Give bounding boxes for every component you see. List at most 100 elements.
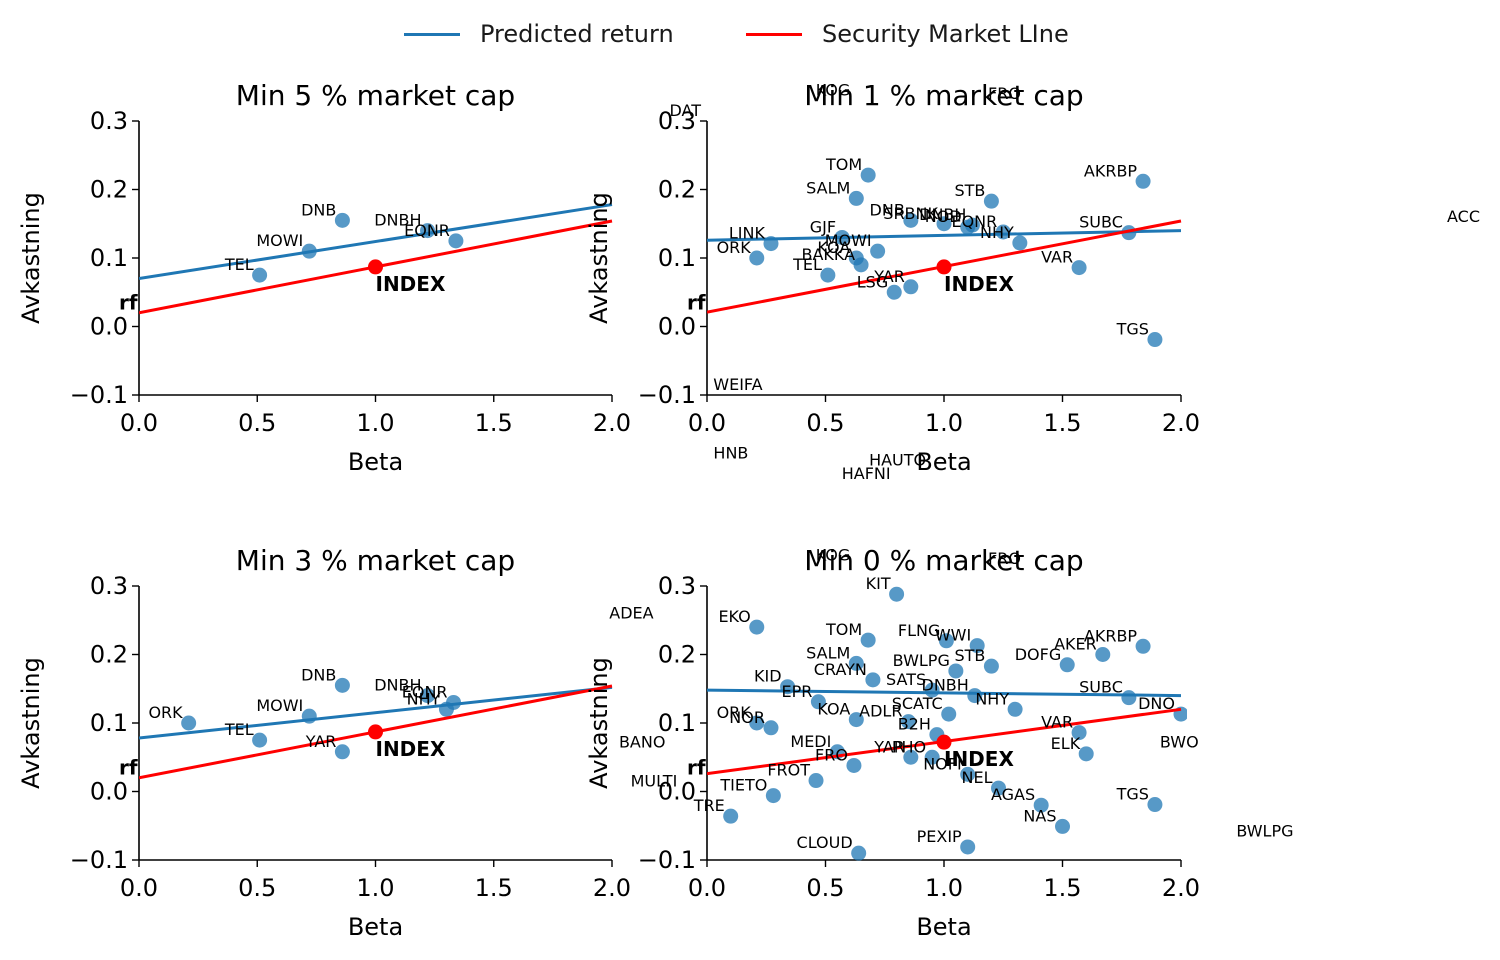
y-tick-label: 0.2 [658, 641, 696, 669]
y-tick-label: −0.1 [638, 381, 696, 409]
data-point [849, 191, 864, 206]
data-point [1008, 702, 1023, 717]
point-label: DNB [301, 200, 336, 219]
point-label: NOR [729, 708, 765, 727]
x-tick-label: 0.5 [806, 874, 844, 902]
data-point [335, 213, 350, 228]
y-tick-label: −0.1 [70, 381, 128, 409]
data-point [749, 620, 764, 635]
data-point [335, 744, 350, 759]
offscale-point-label: BWLPG [1236, 822, 1293, 841]
x-tick-label: 1.0 [925, 409, 963, 437]
point-label: LSG [857, 272, 888, 291]
point-label: KIT [866, 574, 891, 593]
point-label: EQNR [404, 221, 450, 240]
point-label: KOA [817, 700, 850, 719]
x-tick-label: 1.0 [356, 409, 394, 437]
point-label: EPR [782, 682, 813, 701]
rf-label: rf [687, 756, 706, 780]
data-point [1136, 639, 1151, 654]
point-label: CLOUD [797, 833, 853, 852]
y-tick-label: 0.1 [90, 244, 128, 272]
point-label: YAR [873, 737, 905, 756]
chart-title: Min 3 % market cap [236, 544, 515, 577]
data-point [851, 846, 866, 861]
x-tick-label: 1.5 [1043, 409, 1081, 437]
point-label: WWI [935, 626, 971, 645]
offscale-point-label: HNB [713, 444, 748, 463]
x-tick-label: 1.5 [475, 874, 513, 902]
point-label: TRE [693, 796, 725, 815]
data-point [335, 678, 350, 693]
x-tick-label: 0.0 [688, 874, 726, 902]
data-layer [707, 168, 1181, 347]
data-point [960, 839, 975, 854]
y-tick-label: 0.2 [90, 641, 128, 669]
point-label: ORK [717, 238, 752, 257]
data-point [1055, 819, 1070, 834]
point-label: PEXIP [917, 827, 962, 846]
data-point [1121, 690, 1136, 705]
chart-title: Min 5 % market cap [236, 79, 515, 112]
point-label: TOM [825, 155, 862, 174]
point-label: TOM [825, 620, 862, 639]
point-label: DOFG [1015, 645, 1062, 664]
data-point [749, 251, 764, 266]
point-label: YAR [305, 732, 337, 751]
data-point [723, 809, 738, 824]
point-label: TGS [1116, 320, 1149, 339]
point-label: SUBC [1079, 213, 1123, 232]
offscale-point-label: BANO [619, 732, 665, 751]
x-axis-label: Beta [348, 913, 403, 941]
point-label: SALM [806, 178, 850, 197]
y-tick-label: 0.0 [90, 778, 128, 806]
point-label: KID [754, 667, 782, 686]
data-point [1095, 647, 1110, 662]
y-tick-label: 0.0 [658, 313, 696, 341]
offscale-point-label: ACC [1447, 207, 1480, 226]
x-tick-label: 0.5 [806, 409, 844, 437]
rf-label: rf [687, 291, 706, 315]
point-label: NHY [980, 223, 1014, 242]
point-label: NHY [975, 689, 1009, 708]
point-label: ADLR [859, 702, 902, 721]
data-point [448, 233, 463, 248]
data-point [861, 168, 876, 183]
data-point [861, 633, 876, 648]
y-tick-label: −0.1 [70, 846, 128, 874]
point-label: NEL [962, 768, 993, 787]
data-point [252, 268, 267, 283]
point-label: FRO [815, 745, 848, 764]
point-label: AGAS [991, 785, 1035, 804]
y-axis-label: Avkastning [585, 657, 613, 789]
point-label: NHY [407, 689, 441, 708]
x-tick-label: 0.5 [238, 409, 276, 437]
data-point [903, 279, 918, 294]
point-label: TGS [1116, 785, 1149, 804]
point-label: SUBC [1079, 678, 1123, 697]
data-point [1060, 657, 1075, 672]
y-tick-label: 0.3 [90, 572, 128, 600]
panel-min-5-percent: Min 5 % market cap0.0 0.5 1.0 1.5 2.0−0.10.0… [17, 79, 631, 476]
data-point [1136, 174, 1151, 189]
point-label: FROT [767, 761, 810, 780]
point-label: VAR [1041, 713, 1073, 732]
point-label: TIETO [719, 776, 767, 795]
x-tick-label: 2.0 [593, 409, 631, 437]
point-label: STB [954, 646, 985, 665]
x-tick-label: 0.0 [688, 409, 726, 437]
data-point [865, 672, 880, 687]
point-label: AKRBP [1084, 161, 1138, 180]
offscale-point-label: ADEA [609, 604, 653, 623]
y-axis-label: Avkastning [17, 657, 45, 789]
point-label: SATS [886, 670, 926, 689]
point-label: EKO [718, 607, 750, 626]
point-label: MOWI [256, 231, 303, 250]
x-axis-label: Beta [916, 913, 971, 941]
rf-label: rf [119, 756, 138, 780]
y-tick-label: 0.2 [658, 176, 696, 204]
point-label: ORK [148, 703, 183, 722]
x-tick-label: 0.0 [120, 874, 158, 902]
x-tick-label: 1.0 [925, 874, 963, 902]
